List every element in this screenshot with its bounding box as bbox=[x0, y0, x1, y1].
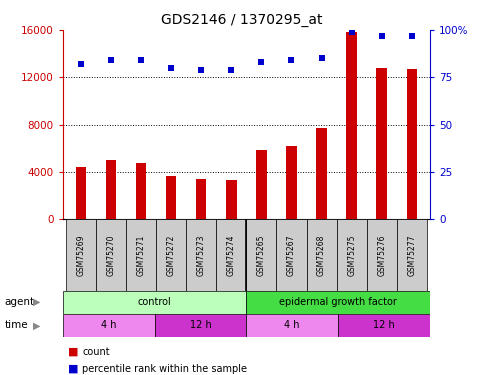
Text: GDS2146 / 1370295_at: GDS2146 / 1370295_at bbox=[161, 13, 322, 27]
Bar bbox=[216, 219, 246, 291]
Point bbox=[198, 67, 205, 73]
Point bbox=[167, 65, 175, 71]
Text: percentile rank within the sample: percentile rank within the sample bbox=[82, 364, 247, 374]
Text: agent: agent bbox=[5, 297, 35, 307]
Bar bbox=[186, 219, 216, 291]
Text: GSM75267: GSM75267 bbox=[287, 234, 296, 276]
Text: GSM75273: GSM75273 bbox=[197, 234, 206, 276]
Bar bbox=[75, 167, 86, 219]
Bar bbox=[276, 219, 307, 291]
Bar bbox=[246, 291, 430, 314]
Point bbox=[107, 57, 115, 63]
Bar bbox=[196, 178, 206, 219]
Point bbox=[408, 33, 416, 39]
Bar bbox=[338, 314, 430, 337]
Text: GSM75277: GSM75277 bbox=[407, 234, 416, 276]
Bar bbox=[226, 180, 237, 219]
Bar bbox=[397, 219, 427, 291]
Text: ■: ■ bbox=[68, 364, 78, 374]
Bar bbox=[96, 219, 126, 291]
Text: GSM75265: GSM75265 bbox=[257, 234, 266, 276]
Point bbox=[137, 57, 145, 63]
Text: ▶: ▶ bbox=[32, 321, 40, 330]
Bar bbox=[286, 146, 297, 219]
Point bbox=[318, 56, 326, 62]
Bar bbox=[63, 291, 246, 314]
Bar bbox=[246, 314, 338, 337]
Text: GSM75276: GSM75276 bbox=[377, 234, 386, 276]
Bar bbox=[156, 219, 186, 291]
Bar bbox=[407, 69, 417, 219]
Text: 4 h: 4 h bbox=[101, 321, 116, 330]
Bar bbox=[136, 163, 146, 219]
Text: ▶: ▶ bbox=[32, 297, 40, 307]
Bar bbox=[155, 314, 246, 337]
Text: time: time bbox=[5, 321, 28, 330]
Text: GSM75270: GSM75270 bbox=[106, 234, 115, 276]
Bar bbox=[166, 176, 176, 219]
Text: ■: ■ bbox=[68, 347, 78, 357]
Text: epidermal growth factor: epidermal growth factor bbox=[279, 297, 397, 307]
Point bbox=[348, 29, 355, 35]
Bar bbox=[376, 68, 387, 219]
Bar bbox=[106, 160, 116, 219]
Text: 4 h: 4 h bbox=[284, 321, 300, 330]
Bar bbox=[126, 219, 156, 291]
Bar bbox=[256, 150, 267, 219]
Bar bbox=[337, 219, 367, 291]
Point bbox=[257, 59, 265, 65]
Text: GSM75271: GSM75271 bbox=[137, 234, 145, 276]
Text: GSM75268: GSM75268 bbox=[317, 234, 326, 276]
Bar bbox=[316, 128, 327, 219]
Bar bbox=[63, 314, 155, 337]
Bar bbox=[346, 32, 357, 219]
Text: 12 h: 12 h bbox=[189, 321, 212, 330]
Text: 12 h: 12 h bbox=[373, 321, 395, 330]
Text: GSM75275: GSM75275 bbox=[347, 234, 356, 276]
Bar bbox=[307, 219, 337, 291]
Text: GSM75272: GSM75272 bbox=[167, 234, 176, 276]
Bar bbox=[367, 219, 397, 291]
Text: count: count bbox=[82, 347, 110, 357]
Text: GSM75269: GSM75269 bbox=[76, 234, 85, 276]
Point bbox=[287, 57, 295, 63]
Bar bbox=[246, 219, 276, 291]
Text: GSM75274: GSM75274 bbox=[227, 234, 236, 276]
Bar bbox=[66, 219, 96, 291]
Text: control: control bbox=[138, 297, 171, 307]
Point bbox=[77, 61, 85, 67]
Point bbox=[227, 67, 235, 73]
Point bbox=[378, 33, 385, 39]
